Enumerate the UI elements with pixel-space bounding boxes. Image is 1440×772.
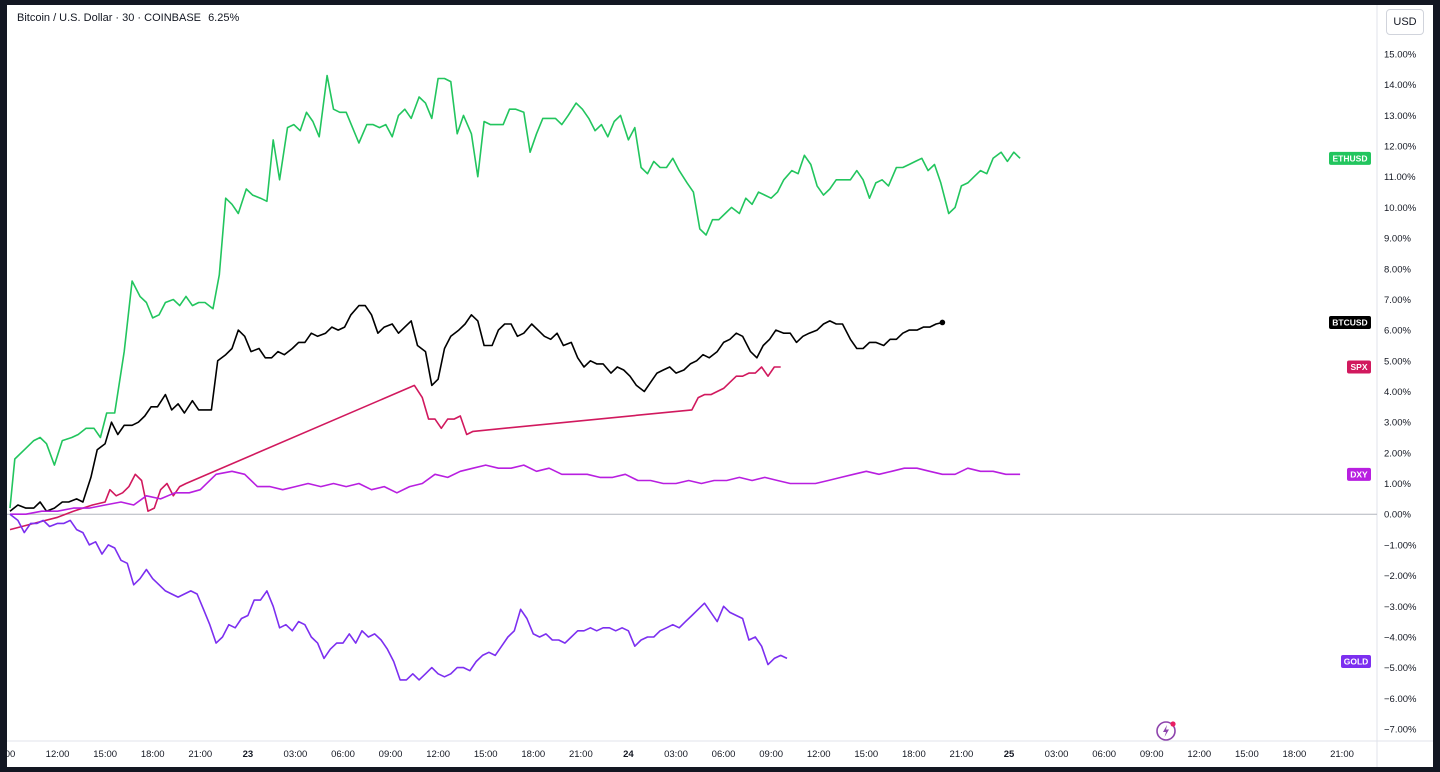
x-tick-label: 15:00 <box>854 749 878 760</box>
x-tick-label: 03:00 <box>284 749 308 760</box>
x-tick-label: 21:00 <box>1330 749 1354 760</box>
x-tick-label: 15:00 <box>93 749 117 760</box>
x-tick-label: 21:00 <box>569 749 593 760</box>
x-tick-label: 12:00 <box>426 749 450 760</box>
series-label-bg-spx <box>1347 360 1371 374</box>
x-tick-label: 00 <box>7 749 15 760</box>
series-label-gold: GOLD <box>1344 657 1369 667</box>
series-label-bg-btcusd <box>1329 315 1371 329</box>
y-tick-label: −3.00% <box>1384 602 1417 613</box>
x-tick-label: 15:00 <box>1235 749 1259 760</box>
x-tick-label: 06:00 <box>1092 749 1116 760</box>
y-tick-label: 5.00% <box>1384 356 1411 367</box>
series-line-spx <box>9 366 781 531</box>
x-tick-label: 09:00 <box>1140 749 1164 760</box>
y-tick-label: 11.00% <box>1384 172 1416 183</box>
series-label-bg-dxy <box>1347 467 1371 481</box>
btc-last-point <box>939 319 946 326</box>
x-tick-label: 06:00 <box>331 749 355 760</box>
x-tick-label: 18:00 <box>521 749 545 760</box>
y-tick-label: 2.00% <box>1384 448 1411 459</box>
y-tick-label: −1.00% <box>1384 540 1417 551</box>
chart-pane[interactable]: 15.00% 14.00% 13.00% 12.00% 11.00% 10.00% 9.00… <box>7 5 1433 767</box>
symbol-legend[interactable]: Bitcoin / U.S. Dollar · 30 · COINBASE 6.… <box>17 12 239 24</box>
x-tick-label: 23 <box>243 749 254 760</box>
x-tick-label: 03:00 <box>1045 749 1069 760</box>
x-tick-label: 09:00 <box>379 749 403 760</box>
x-tick-label: 15:00 <box>474 749 498 760</box>
chart-canvas[interactable]: 15.00% 14.00% 13.00% 12.00% 11.00% 10.00% 9.00… <box>7 5 1433 767</box>
x-tick-label: 12:00 <box>807 749 831 760</box>
series-label-spx: SPX <box>1350 362 1367 372</box>
currency-button[interactable]: USD <box>1386 9 1424 35</box>
x-tick-label: 18:00 <box>1283 749 1307 760</box>
y-tick-label: 0.00% <box>1384 510 1411 521</box>
series-line-dxy <box>10 464 1021 515</box>
series-label-bg-gold <box>1341 655 1371 668</box>
y-tick-label: 10.00% <box>1384 203 1417 214</box>
x-tick-label: 09:00 <box>759 749 783 760</box>
x-tick-label: 06:00 <box>712 749 736 760</box>
symbol-title: Bitcoin / U.S. Dollar · 30 · COINBASE <box>17 12 201 24</box>
symbol-change-value: 6.25% <box>208 12 240 24</box>
y-tick-label: −4.00% <box>1384 632 1417 643</box>
x-tick-label: 21:00 <box>950 749 974 760</box>
y-tick-label: 1.00% <box>1384 479 1411 490</box>
y-tick-label: 15.00% <box>1384 50 1417 61</box>
x-tick-label: 03:00 <box>664 749 688 760</box>
x-tick-label: 12:00 <box>46 749 70 760</box>
x-tick-label: 18:00 <box>141 749 165 760</box>
x-tick-label: 18:00 <box>902 749 926 760</box>
y-tick-label: 9.00% <box>1384 234 1411 245</box>
x-tick-label: 24 <box>623 749 634 760</box>
y-tick-label: 12.00% <box>1384 142 1417 153</box>
series-label-btcusd: BTCUSD <box>1332 317 1367 327</box>
x-tick-label: 21:00 <box>188 749 212 760</box>
series-line-gold <box>9 513 788 681</box>
currency-label: USD <box>1393 16 1417 28</box>
sparkle-assistant-icon[interactable] <box>1154 719 1178 743</box>
series-label-ethusd: ETHUSD <box>1333 153 1368 163</box>
series-label-dxy: DXY <box>1350 469 1368 479</box>
series-line-btcusd <box>9 304 943 512</box>
y-tick-label: −5.00% <box>1384 663 1417 674</box>
x-tick-label: 25 <box>1004 749 1015 760</box>
y-tick-label: 14.00% <box>1384 80 1417 91</box>
y-tick-label: 3.00% <box>1384 418 1411 429</box>
y-tick-label: 13.00% <box>1384 111 1417 122</box>
x-tick-label: 12:00 <box>1187 749 1211 760</box>
series-label-bg-ethusd <box>1329 151 1371 165</box>
y-tick-label: 7.00% <box>1384 295 1411 306</box>
y-tick-label: 8.00% <box>1384 264 1411 275</box>
y-tick-label: −7.00% <box>1384 725 1417 736</box>
series-line-ethusd <box>9 74 1021 509</box>
y-tick-label: 6.00% <box>1384 326 1411 337</box>
y-tick-label: −2.00% <box>1384 571 1417 582</box>
y-tick-label: −6.00% <box>1384 694 1417 705</box>
y-tick-label: 4.00% <box>1384 387 1411 398</box>
